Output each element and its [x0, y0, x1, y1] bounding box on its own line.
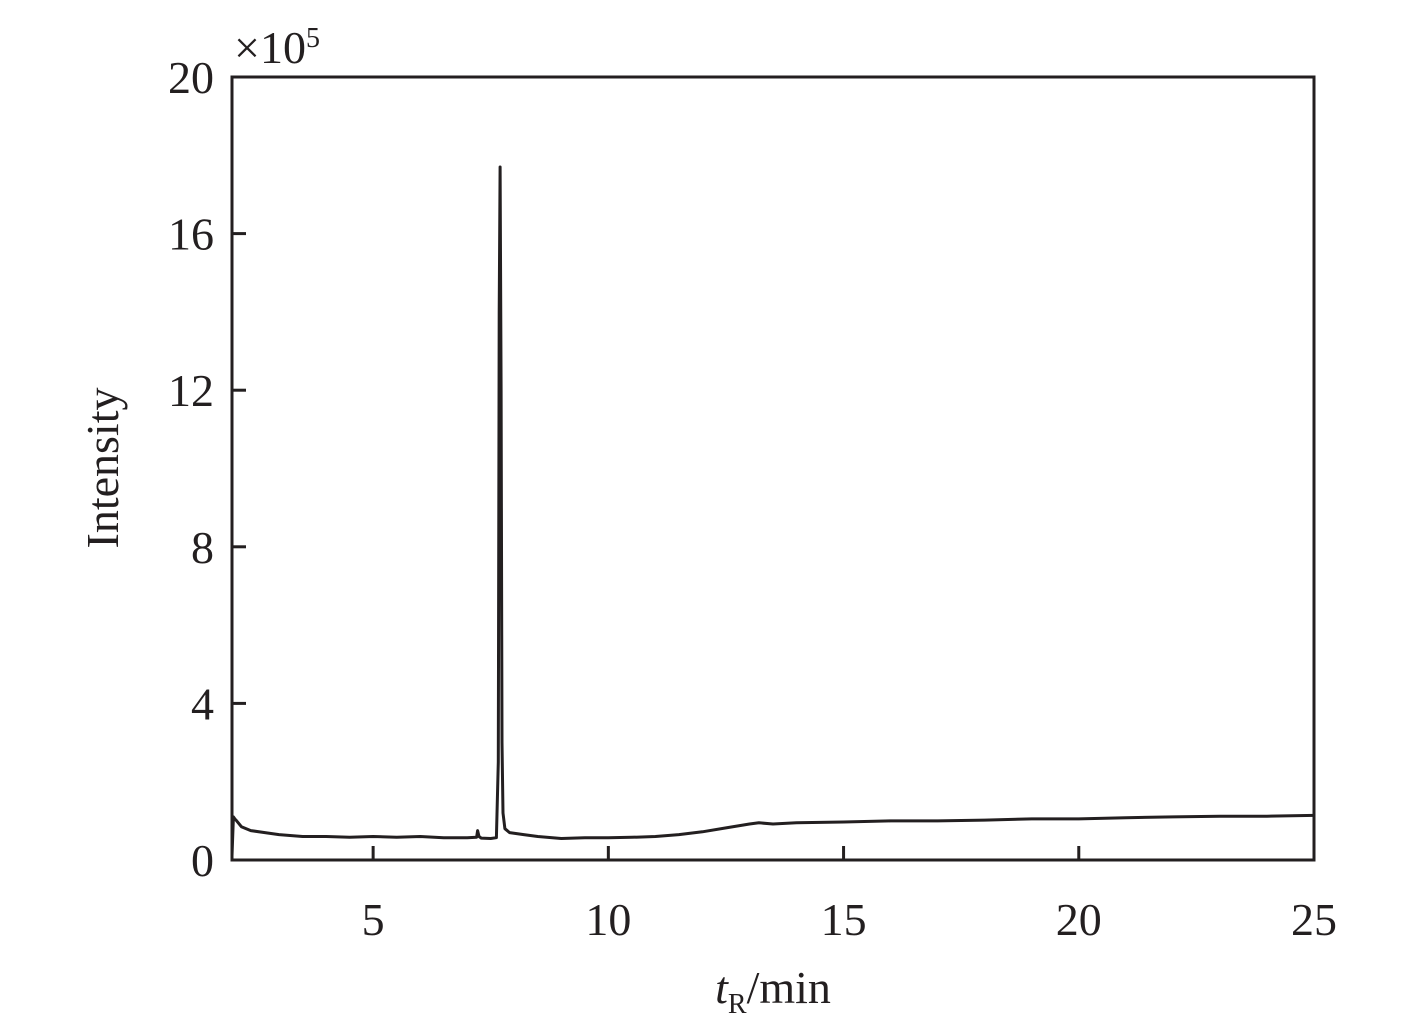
x-label-symbol: t — [715, 962, 729, 1013]
series-line — [230, 165, 1315, 857]
y-tick-label: 0 — [191, 835, 214, 886]
x-tick-label: 5 — [362, 894, 385, 945]
y-axis-multiplier: ×105 — [234, 22, 320, 73]
y-tick-label: 12 — [168, 365, 214, 416]
y-tick-label: 4 — [191, 678, 214, 729]
y-multiplier-exponent: 5 — [306, 23, 320, 54]
x-tick-label: 25 — [1291, 894, 1337, 945]
y-axis-label: Intensity — [77, 388, 128, 549]
y-axis-ticks: 0 4 8 12 16 20 — [168, 52, 246, 886]
x-tick-label: 10 — [585, 894, 631, 945]
x-tick-label: 20 — [1056, 894, 1102, 945]
x-label-subscript: R — [728, 989, 747, 1020]
x-tick-label: 15 — [821, 894, 867, 945]
x-label-unit: /min — [747, 962, 831, 1013]
x-axis-label: tR/min — [715, 962, 831, 1020]
y-tick-label: 16 — [168, 209, 214, 260]
y-tick-label: 8 — [191, 522, 214, 573]
x-axis-ticks: 5 10 15 20 25 — [362, 846, 1337, 945]
y-tick-label: 20 — [168, 52, 214, 103]
y-multiplier-base: ×10 — [234, 22, 306, 73]
plot-frame — [230, 75, 1316, 862]
